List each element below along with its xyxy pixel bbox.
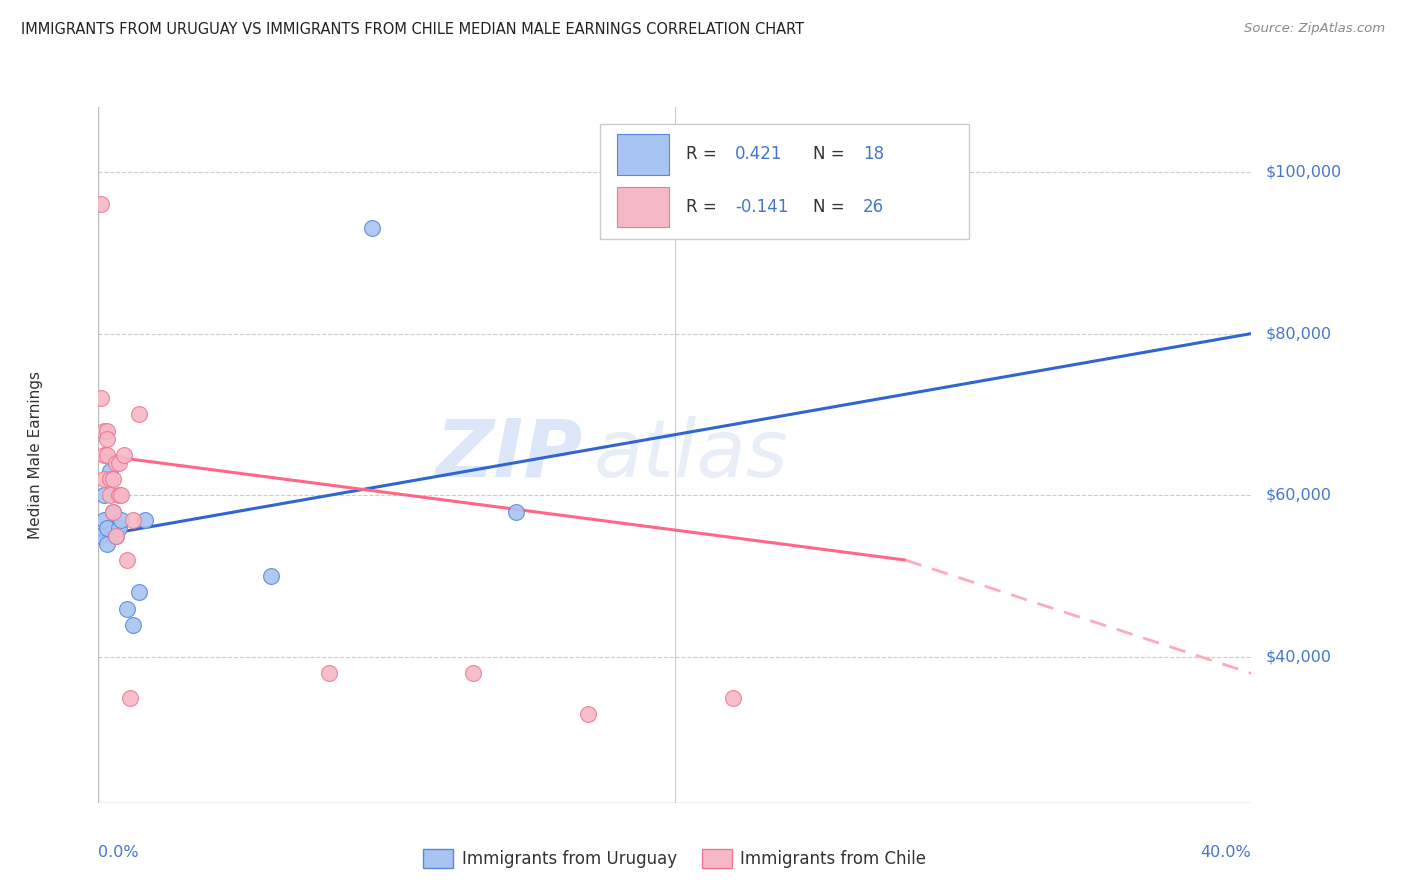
Text: R =: R = [686, 198, 723, 216]
Point [101, 504, 124, 518]
Legend: Immigrants from Uruguay, Immigrants from Chile: Immigrants from Uruguay, Immigrants from… [416, 842, 934, 874]
Point [128, 585, 150, 599]
Point [578, 706, 600, 721]
Text: -0.141: -0.141 [735, 198, 789, 216]
Point [101, 472, 124, 486]
Point [461, 666, 484, 681]
Point [107, 456, 129, 470]
Point [93, 488, 115, 502]
Text: R =: R = [686, 145, 723, 163]
Point [98, 464, 121, 478]
Text: N =: N = [813, 198, 851, 216]
Point [96, 448, 118, 462]
Text: IMMIGRANTS FROM URUGUAY VS IMMIGRANTS FROM CHILE MEDIAN MALE EARNINGS CORRELATIO: IMMIGRANTS FROM URUGUAY VS IMMIGRANTS FR… [21, 22, 804, 37]
Point [90, 529, 112, 543]
Point [505, 504, 527, 518]
Point [361, 221, 384, 235]
Text: 26: 26 [863, 198, 884, 216]
Text: 40.0%: 40.0% [1201, 845, 1251, 860]
FancyBboxPatch shape [617, 187, 669, 227]
Point [90, 197, 112, 211]
Point [98, 472, 121, 486]
FancyBboxPatch shape [600, 124, 969, 239]
Point [117, 601, 138, 615]
Point [101, 504, 124, 518]
Text: $40,000: $40,000 [1265, 649, 1331, 665]
Point [110, 488, 132, 502]
Point [93, 472, 115, 486]
Text: ZIP: ZIP [436, 416, 582, 494]
Point [318, 666, 340, 681]
Point [117, 553, 138, 567]
Text: Median Male Earnings: Median Male Earnings [28, 371, 42, 539]
Text: $60,000: $60,000 [1265, 488, 1331, 503]
Point [104, 529, 127, 543]
Point [134, 513, 156, 527]
Point [107, 521, 129, 535]
Text: 18: 18 [863, 145, 884, 163]
Point [122, 617, 145, 632]
Point [107, 488, 129, 502]
FancyBboxPatch shape [617, 134, 669, 175]
Text: $80,000: $80,000 [1265, 326, 1331, 341]
Point [93, 513, 115, 527]
Point [110, 513, 132, 527]
Text: Source: ZipAtlas.com: Source: ZipAtlas.com [1244, 22, 1385, 36]
Point [104, 456, 127, 470]
Point [96, 424, 118, 438]
Text: N =: N = [813, 145, 851, 163]
Text: $100,000: $100,000 [1265, 164, 1341, 179]
Text: 0.0%: 0.0% [98, 845, 139, 860]
Point [96, 537, 118, 551]
Point [122, 513, 145, 527]
Point [721, 690, 744, 705]
Point [90, 392, 112, 406]
Point [112, 448, 135, 462]
Text: 0.421: 0.421 [735, 145, 782, 163]
Text: atlas: atlas [595, 416, 789, 494]
Point [93, 424, 115, 438]
Point [104, 529, 127, 543]
Point [96, 521, 118, 535]
Point [120, 690, 142, 705]
Point [98, 488, 121, 502]
Point [128, 408, 150, 422]
Point [260, 569, 283, 583]
Point [93, 448, 115, 462]
Point [96, 432, 118, 446]
